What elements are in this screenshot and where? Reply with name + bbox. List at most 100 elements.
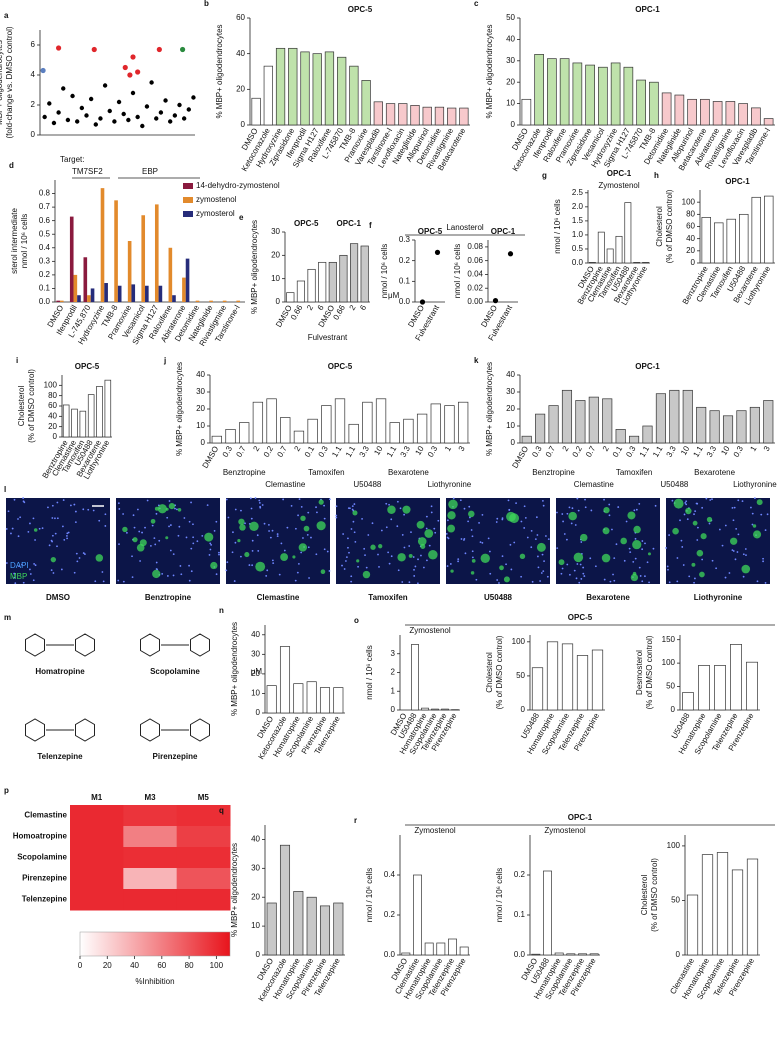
bar bbox=[361, 80, 371, 126]
bar bbox=[209, 300, 213, 302]
chart-title: OPC-5 bbox=[418, 227, 443, 236]
nucleus bbox=[335, 516, 338, 519]
nucleus bbox=[609, 580, 612, 583]
data-point bbox=[180, 46, 186, 53]
y-axis-label: nmol / 10⁶ cells bbox=[380, 244, 389, 298]
nucleus bbox=[577, 509, 580, 512]
nucleus bbox=[227, 516, 230, 519]
bar bbox=[59, 300, 64, 302]
nucleus bbox=[566, 563, 569, 566]
panel-letter: f bbox=[369, 221, 372, 230]
y-tick-label: 10 bbox=[506, 99, 515, 108]
nucleus bbox=[13, 576, 16, 579]
bar bbox=[521, 98, 532, 126]
nucleus bbox=[19, 516, 22, 519]
bar bbox=[324, 51, 335, 126]
panel-letter: i bbox=[16, 356, 18, 365]
nucleus bbox=[354, 540, 357, 543]
data-point bbox=[144, 104, 150, 109]
nucleus bbox=[259, 505, 262, 508]
nucleus bbox=[131, 576, 134, 579]
x-tick-label: 0.7 bbox=[544, 444, 558, 459]
bar bbox=[100, 188, 105, 302]
nucleus bbox=[226, 561, 229, 564]
bar bbox=[375, 398, 387, 444]
bar bbox=[682, 389, 693, 444]
bar bbox=[362, 401, 373, 444]
nucleus bbox=[74, 510, 77, 513]
bar bbox=[300, 51, 310, 126]
panel-letter: h bbox=[654, 171, 659, 180]
x-tick-label: 0.66 bbox=[331, 303, 347, 321]
bar bbox=[746, 661, 758, 711]
x-tick-label: 1 bbox=[443, 444, 453, 453]
nucleus bbox=[666, 565, 669, 568]
nucleus bbox=[589, 557, 592, 560]
nucleus bbox=[628, 547, 631, 550]
nucleus bbox=[175, 508, 178, 511]
bar bbox=[687, 98, 697, 126]
mbp-cell bbox=[303, 525, 310, 532]
nucleus bbox=[192, 542, 195, 545]
bar bbox=[642, 425, 653, 444]
nucleus bbox=[403, 546, 406, 549]
bar bbox=[62, 404, 70, 438]
nucleus bbox=[51, 504, 54, 507]
y-tick-label: 4 bbox=[31, 70, 36, 79]
y-tick-label: 0.04 bbox=[467, 270, 483, 279]
mbp-cell bbox=[753, 530, 762, 539]
nucleus bbox=[316, 511, 318, 514]
mbp-cell bbox=[362, 570, 371, 579]
data-point bbox=[130, 90, 136, 96]
mbp-cell bbox=[633, 525, 641, 534]
nucleus bbox=[168, 525, 170, 528]
y-tick-label: 0 bbox=[276, 297, 281, 306]
mbp-cell bbox=[387, 505, 396, 514]
nucleus bbox=[428, 544, 431, 547]
mbp-cell bbox=[468, 510, 475, 518]
nucleus bbox=[244, 522, 246, 525]
nucleus bbox=[566, 538, 568, 541]
nucleus bbox=[54, 517, 56, 520]
heat-cell bbox=[70, 805, 124, 827]
group-label: Benztropine bbox=[223, 468, 266, 477]
nucleus bbox=[542, 504, 545, 507]
y-tick-label: 50 bbox=[516, 671, 525, 680]
nucleus bbox=[286, 526, 289, 529]
nucleus bbox=[693, 513, 695, 516]
nucleus bbox=[73, 571, 76, 574]
heat-cell bbox=[70, 889, 124, 911]
nucleus bbox=[417, 558, 419, 561]
nucleus bbox=[505, 563, 507, 566]
nucleus bbox=[315, 553, 318, 556]
bar bbox=[588, 262, 596, 264]
bar bbox=[104, 283, 108, 302]
x-tick-label: DMSO bbox=[201, 445, 221, 470]
y-tick-label: 20 bbox=[251, 892, 260, 901]
y-axis-label: (% of DMSO control) bbox=[665, 189, 674, 263]
bar bbox=[448, 938, 457, 956]
nucleus bbox=[540, 572, 543, 574]
mbp-cell bbox=[447, 524, 456, 533]
x-tick-label: 0.3 bbox=[624, 444, 638, 459]
y-tick-label: 0 bbox=[676, 950, 681, 959]
bar bbox=[96, 386, 103, 438]
y-axis-label: % MBP+ oligodendrocytes bbox=[485, 362, 494, 456]
mbp-cell bbox=[249, 521, 259, 532]
nucleus bbox=[34, 539, 36, 541]
annotation: μM bbox=[388, 291, 400, 300]
mbp-cell bbox=[168, 502, 175, 510]
mbp-cell bbox=[300, 515, 306, 521]
nucleus bbox=[341, 564, 343, 567]
y-axis-label: (% of DMSO control) bbox=[650, 858, 659, 932]
nucleus bbox=[676, 557, 679, 559]
bar bbox=[572, 62, 583, 126]
mbp-cell bbox=[647, 552, 651, 556]
data-point bbox=[112, 119, 117, 124]
data-point bbox=[116, 99, 122, 105]
nucleus bbox=[571, 507, 574, 510]
bar bbox=[385, 103, 396, 126]
micrograph bbox=[446, 498, 550, 584]
nucleus bbox=[463, 538, 466, 540]
x-tick-label: 1.1 bbox=[651, 444, 665, 459]
